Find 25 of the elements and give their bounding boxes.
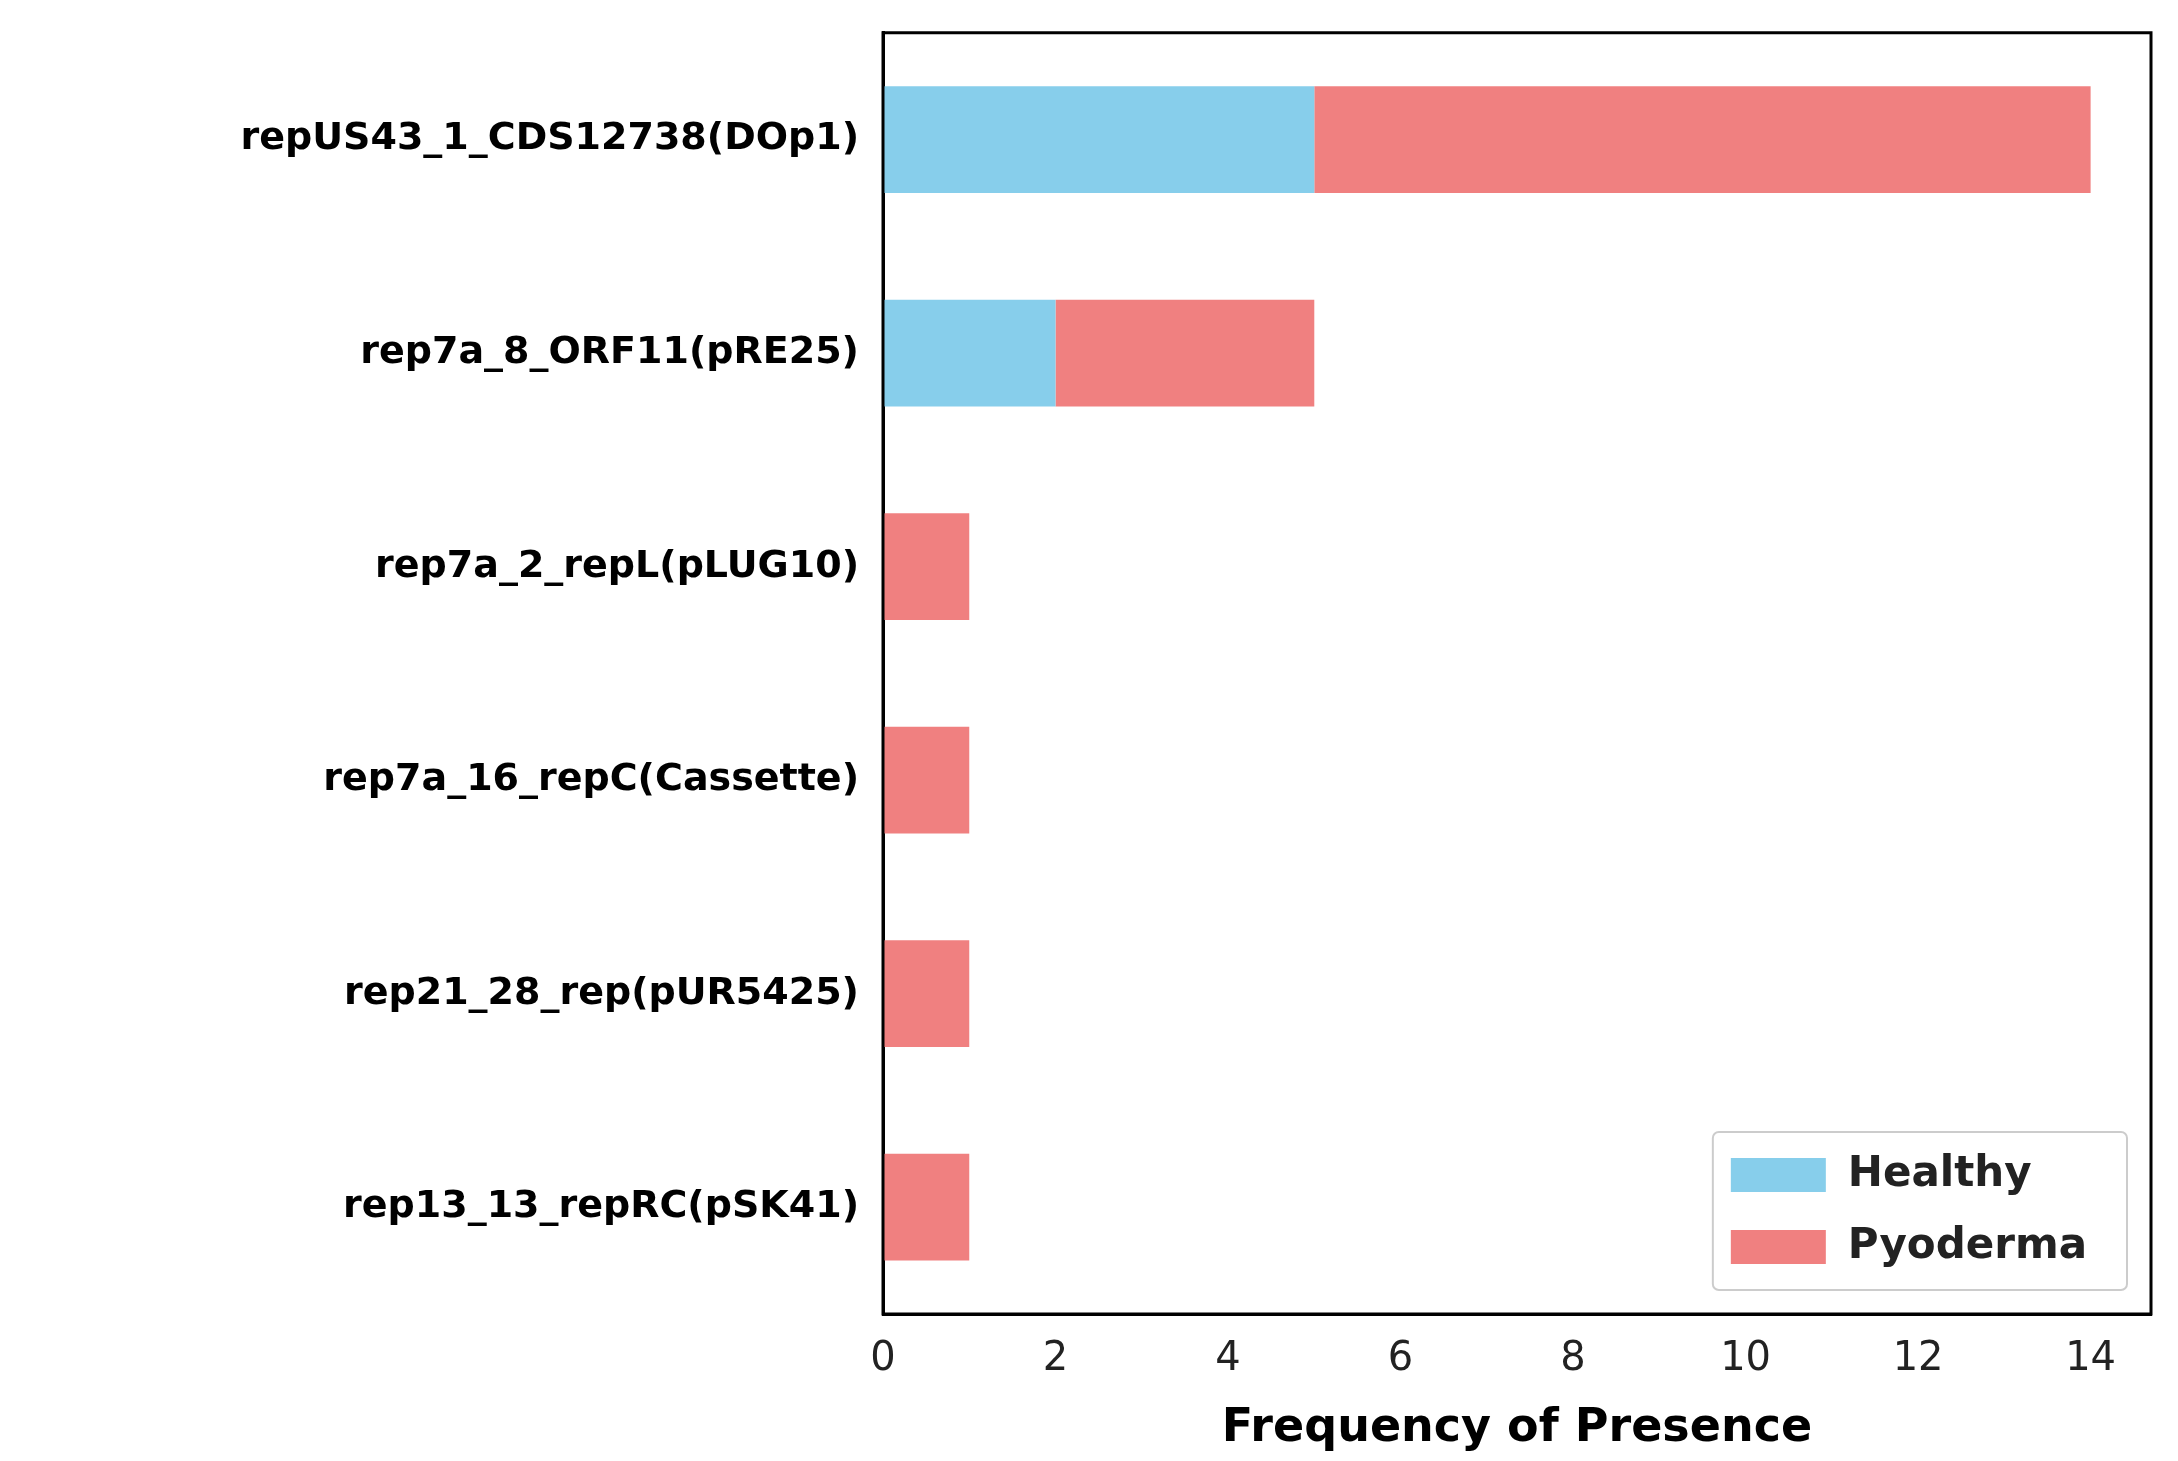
bar [883, 86, 1315, 193]
legend-label: Healthy [1847, 1146, 2032, 1196]
bar [1314, 86, 2091, 193]
bar [883, 940, 970, 1048]
x-tick-label: 12 [1892, 1333, 1944, 1380]
y-tick-label: rep21_28_rep(pUR5425) [343, 968, 859, 1013]
y-tick-label: rep7a_2_repL(pLUG10) [375, 541, 859, 586]
bar [883, 1153, 970, 1261]
bar [883, 513, 970, 621]
bar [883, 299, 1056, 407]
x-tick-label: 10 [1720, 1333, 1772, 1380]
x-tick-label: 4 [1215, 1333, 1241, 1380]
bar [883, 726, 970, 834]
y-tick-label: repUS43_1_CDS12738(DOp1) [240, 114, 859, 159]
x-axis-title: Frequency of Presence [1221, 1398, 1813, 1453]
x-tick-label: 14 [2065, 1333, 2117, 1380]
x-tick-label: 8 [1560, 1333, 1586, 1380]
y-tick-label: rep7a_16_repC(Cassette) [323, 755, 859, 800]
y-tick-label: rep13_13_repRC(pSK41) [343, 1182, 859, 1227]
x-tick-label: 2 [1042, 1333, 1069, 1380]
x-tick-label: 0 [870, 1333, 896, 1380]
x-tick-label: 6 [1387, 1333, 1414, 1380]
bar [1055, 299, 1315, 407]
legend-label: Pyoderma [1847, 1218, 2088, 1268]
y-tick-label: rep7a_8_ORF11(pRE25) [360, 327, 859, 372]
